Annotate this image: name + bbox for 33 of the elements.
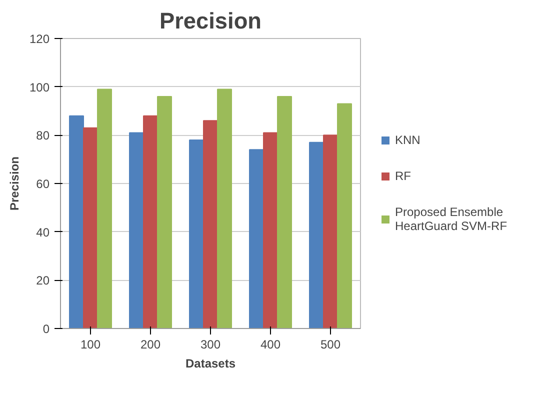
bar xyxy=(129,132,144,328)
x-tick-label: 500 xyxy=(320,338,341,352)
bar xyxy=(277,96,292,328)
x-axis-title: Datasets xyxy=(185,356,236,370)
y-tick-label: 20 xyxy=(36,274,50,288)
bar xyxy=(217,88,232,328)
x-tick-label: 300 xyxy=(200,338,221,352)
bar xyxy=(203,120,218,328)
y-tick-label: 0 xyxy=(42,322,50,336)
bar xyxy=(309,142,324,328)
y-tick-label: 60 xyxy=(36,177,50,191)
bar xyxy=(83,127,98,328)
bar xyxy=(157,96,172,328)
chart-title: Precision xyxy=(160,8,262,34)
y-axis-title: Precision xyxy=(7,156,22,211)
legend-label: Proposed Ensemble HeartGuard SVM-RF xyxy=(395,205,508,233)
bar xyxy=(97,88,112,328)
y-tick-label: 40 xyxy=(36,225,50,240)
y-tick-label: 80 xyxy=(36,128,50,143)
bar xyxy=(189,140,204,328)
legend-label: KNN xyxy=(395,133,422,147)
bar xyxy=(323,134,338,328)
y-tick-label: 100 xyxy=(29,80,50,94)
x-tick-label: 400 xyxy=(260,338,281,352)
bar xyxy=(263,132,278,328)
y-tick-label: 120 xyxy=(29,32,50,46)
x-tick-label: 200 xyxy=(140,338,161,352)
x-tick-label: 100 xyxy=(80,338,101,352)
legend-label: RF xyxy=(395,169,412,183)
bar xyxy=(143,115,158,328)
bar xyxy=(69,115,84,328)
bar xyxy=(337,103,352,328)
bar xyxy=(249,149,264,328)
